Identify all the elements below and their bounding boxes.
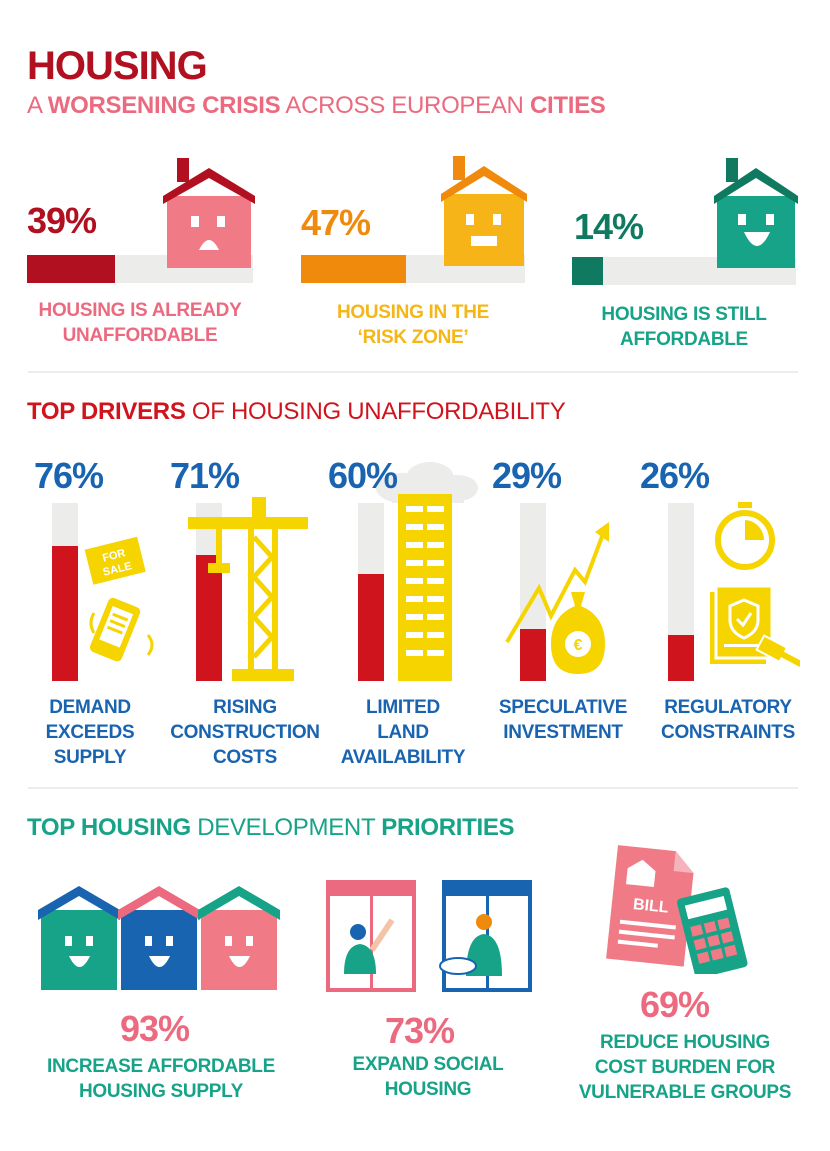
skyscraper-icon bbox=[398, 494, 452, 681]
affordability-item-unaffordable: 39% HOUSING IS ALREADY UNAFFORDABLE bbox=[27, 150, 257, 350]
page-subtitle: A WORSENING CRISIS ACROSS EUROPEAN CITIE… bbox=[27, 92, 606, 119]
money-bag-trend-icon: € bbox=[505, 522, 609, 674]
priority-percent: 73% bbox=[385, 1010, 455, 1051]
affordability-item-risk-zone: 47% HOUSING IN THE ‘RISK ZONE’ bbox=[301, 150, 531, 350]
affordability-caption: HOUSING IS ALREADY UNAFFORDABLE bbox=[38, 300, 242, 346]
crane-icon bbox=[188, 497, 308, 681]
neighbours-windows-icon bbox=[326, 880, 532, 992]
affordability-percent: 14% bbox=[574, 206, 644, 247]
svg-text:FOR: FOR bbox=[101, 547, 126, 564]
affordability-caption: HOUSING IS STILL AFFORDABLE bbox=[601, 304, 767, 350]
driver-caption: DEMAND EXCEEDS SUPPLY bbox=[45, 697, 135, 768]
section-divider bbox=[28, 787, 798, 789]
driver-percent: 26% bbox=[640, 455, 710, 496]
affordability-bar-fill bbox=[27, 255, 116, 283]
svg-text:BILL: BILL bbox=[632, 896, 669, 917]
priority-percent: 93% bbox=[120, 1008, 190, 1049]
driver-bar bbox=[358, 503, 384, 681]
priority-caption: REDUCE HOUSING COST BURDEN FOR VULNERABLE … bbox=[578, 1032, 792, 1103]
driver-bar-fill bbox=[52, 545, 78, 681]
affordability-percent: 47% bbox=[301, 202, 371, 243]
driver-bar-fill bbox=[668, 634, 694, 681]
unhappy-house-icon bbox=[163, 158, 255, 268]
driver-bar-fill bbox=[520, 629, 546, 681]
driver-caption: LIMITED LAND AVAILABILITY bbox=[340, 697, 466, 768]
stopwatch-gavel-icon bbox=[710, 502, 800, 667]
neutral-house-icon bbox=[441, 156, 527, 266]
driver-percent: 60% bbox=[328, 455, 398, 496]
page-title: HOUSING bbox=[27, 44, 208, 88]
driver-bar bbox=[196, 503, 222, 681]
driver-bar bbox=[52, 503, 78, 681]
driver-bar bbox=[668, 503, 694, 681]
priority-percent: 69% bbox=[640, 984, 710, 1025]
for-sale-phone-icon: FOR SALE bbox=[84, 536, 154, 662]
section-divider bbox=[28, 371, 798, 373]
driver-caption: REGULATORY CONSTRAINTS bbox=[661, 697, 795, 743]
priority-caption: INCREASE AFFORDABLE HOUSING SUPPLY bbox=[47, 1056, 275, 1102]
driver-percent: 29% bbox=[492, 455, 562, 496]
affordability-percent: 39% bbox=[27, 200, 97, 241]
drivers-section-title: TOP DRIVERS OF HOUSING UNAFFORDABILITY bbox=[27, 398, 566, 425]
affordability-caption: HOUSING IN THE ‘RISK ZONE’ bbox=[336, 302, 490, 348]
driver-caption: RISING CONSTRUCTION COSTS bbox=[170, 697, 320, 768]
driver-percent: 71% bbox=[170, 455, 240, 496]
driver-bar-fill bbox=[358, 574, 384, 681]
svg-text:€: € bbox=[574, 637, 583, 654]
happy-houses-icon bbox=[38, 886, 280, 990]
bill-calculator-icon: BILL bbox=[606, 845, 748, 974]
affordability-bar-fill bbox=[301, 255, 407, 283]
driver-bar bbox=[520, 503, 546, 681]
affordability-item-affordable: 14% HOUSING IS STILL AFFORDABLE bbox=[572, 150, 802, 350]
driver-percent: 76% bbox=[34, 455, 104, 496]
affordability-bar-fill bbox=[572, 257, 604, 285]
priority-caption: EXPAND SOCIAL HOUSING bbox=[352, 1054, 504, 1100]
driver-caption: SPECULATIVE INVESTMENT bbox=[498, 697, 628, 743]
priorities-section-title: TOP HOUSING DEVELOPMENT PRIORITIES bbox=[27, 814, 515, 841]
driver-bar-fill bbox=[196, 554, 222, 681]
happy-house-icon bbox=[714, 158, 798, 268]
